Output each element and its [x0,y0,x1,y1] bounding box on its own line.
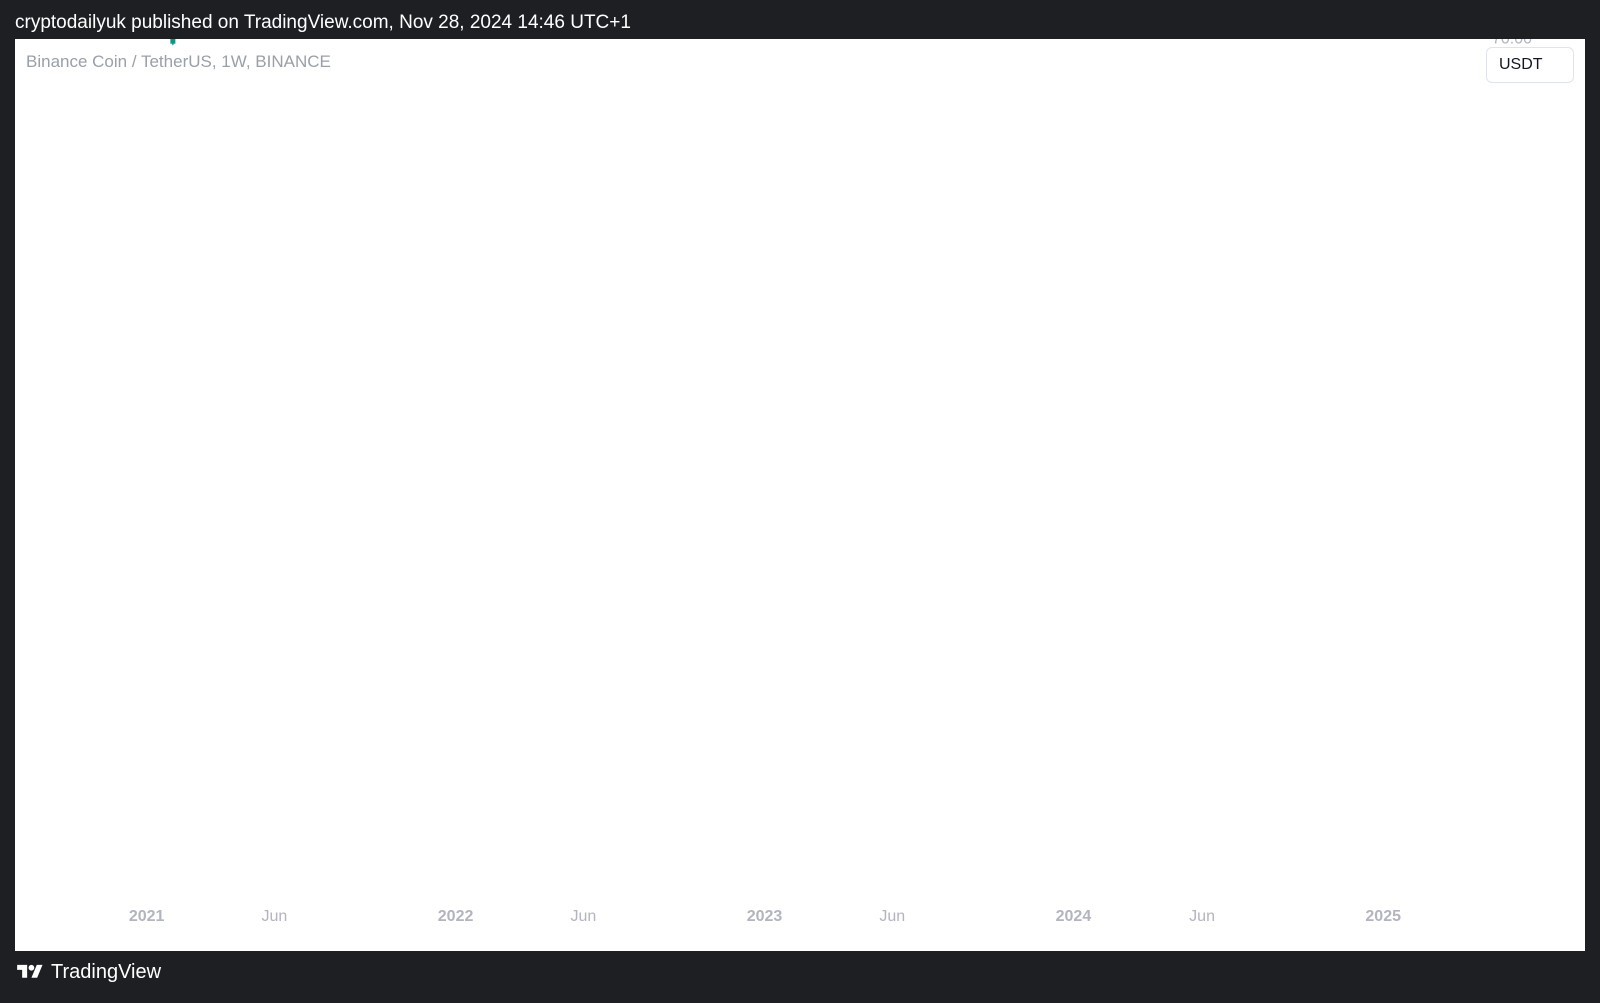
x-tick-label: Jun [1189,908,1215,925]
x-tick-label: 2024 [1056,908,1092,925]
x-tick-label: 2023 [747,908,783,925]
footer-brand-label: TradingView [51,961,162,983]
publisher-line: cryptodailyuk published on TradingView.c… [15,12,631,33]
tradingview-logo-icon [17,964,43,978]
x-tick-label: Jun [262,908,288,925]
x-tick-label: 2025 [1365,908,1401,925]
candle-body [170,39,176,44]
symbol-title: Binance Coin / TetherUS, 1W, BINANCE [26,52,331,71]
x-tick-label: Jun [879,908,905,925]
x-tick-label: Jun [570,908,596,925]
y-tick-label: 70.00 [1492,39,1532,47]
x-tick-label: 2022 [438,908,474,925]
candlestick-chart[interactable]: 2,600.002,000.001,600.001,300.001,000.00… [15,39,1585,951]
currency-unit-button[interactable]: USDT [1486,47,1574,83]
chart-panel: 2,600.002,000.001,600.001,300.001,000.00… [15,39,1585,951]
footer-brand[interactable]: TradingView [15,957,161,987]
x-tick-label: 2021 [129,908,165,925]
